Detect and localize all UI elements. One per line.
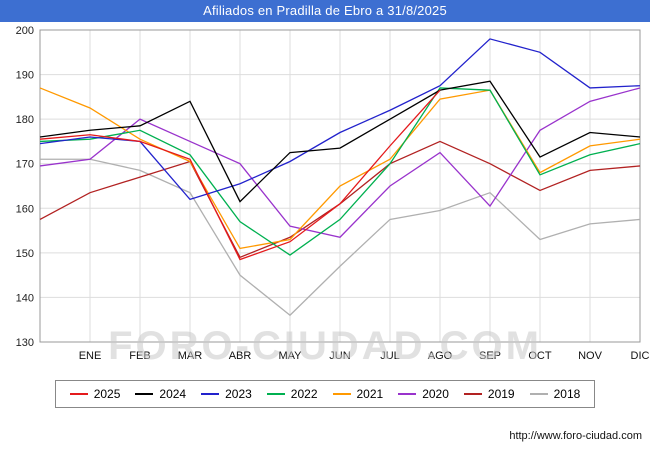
- y-tick-label: 170: [16, 159, 34, 171]
- series-line-2021: [39, 87, 641, 250]
- x-tick-label: ABR: [229, 350, 252, 362]
- legend-label-2020: 2020: [422, 387, 449, 401]
- x-tick-label: MAY: [278, 350, 302, 362]
- x-tick-label: DIC: [631, 350, 650, 362]
- legend: 2025 2024 2023 2022 2021 2020 2019 2018: [0, 380, 650, 408]
- series-line-2020: [39, 87, 641, 238]
- legend-item-2019: 2019: [463, 387, 515, 401]
- chart-area: 130 140 150 160 170 180 190 200 ENE FEB MAR ABR MAY J…: [0, 22, 650, 368]
- legend-label-2019: 2019: [487, 387, 515, 401]
- y-tick-label: 200: [16, 25, 34, 37]
- legend-label-2025: 2025: [93, 387, 121, 401]
- y-tick-label: 130: [16, 337, 34, 349]
- legend-swatch-2024: [135, 393, 154, 395]
- legend-item-2024: 2024: [135, 387, 186, 401]
- legend-swatch-2023: [201, 393, 220, 395]
- legend-label-2023: 2023: [225, 387, 252, 401]
- series-line-2018: [40, 158, 641, 317]
- x-tick-label: FEB: [129, 350, 150, 362]
- y-tick-label: 190: [16, 70, 34, 82]
- legend-label-2021: 2021: [356, 387, 384, 401]
- legend-item-2018: 2018: [529, 387, 581, 401]
- series-line-2022: [39, 87, 641, 256]
- x-tick-label: SEP: [479, 350, 501, 362]
- x-tick-label: AGO: [428, 350, 453, 362]
- legend-item-2022: 2022: [266, 387, 318, 401]
- legend-label-2024: 2024: [159, 387, 187, 401]
- chart-title-bar: Afiliados en Pradilla de Ebro a 31/8/202…: [0, 0, 650, 22]
- legend-swatch-2018: [529, 393, 548, 395]
- x-tick-label: NOV: [578, 350, 603, 362]
- footer-url-link[interactable]: http://www.foro-ciudad.com: [509, 430, 642, 442]
- legend-label-2018: 2018: [553, 387, 581, 401]
- series-line-2025: [39, 89, 441, 261]
- x-tick-label: JUN: [329, 350, 350, 362]
- legend-item-2023: 2023: [201, 387, 252, 401]
- y-tick-label: 180: [16, 114, 34, 126]
- legend-swatch-2022: [266, 393, 285, 395]
- plot-border: [39, 29, 641, 343]
- legend-label-2022: 2022: [290, 387, 318, 401]
- x-tick-label: JUL: [380, 350, 400, 362]
- legend-item-2021: 2021: [332, 387, 384, 401]
- legend-item-2025: 2025: [69, 387, 121, 401]
- series-line-2024: [39, 80, 641, 203]
- legend-swatch-2025: [69, 393, 88, 395]
- legend-swatch-2021: [332, 393, 351, 395]
- legend-swatch-2019: [463, 393, 482, 395]
- legend-swatch-2020: [398, 393, 417, 395]
- y-tick-label: 140: [16, 292, 34, 304]
- y-tick-label: 150: [16, 248, 34, 260]
- x-tick-label: MAR: [178, 350, 203, 362]
- x-tick-label: OCT: [528, 350, 552, 362]
- x-tick-label: ENE: [79, 350, 102, 362]
- chart-svg: 130 140 150 160 170 180 190 200 ENE FEB MAR ABR MAY J…: [16, 25, 650, 362]
- y-tick-label: 160: [16, 203, 34, 215]
- legend-item-2020: 2020: [398, 387, 449, 401]
- legend-box: 2025 2024 2023 2022 2021 2020 2019 2018: [54, 380, 596, 408]
